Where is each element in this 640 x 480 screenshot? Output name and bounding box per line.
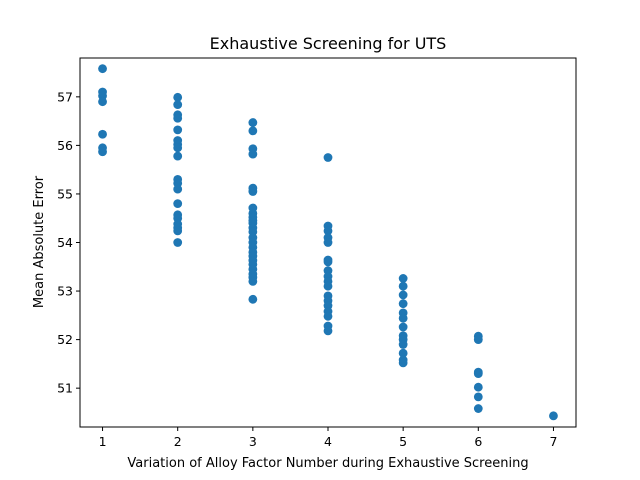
data-point bbox=[248, 276, 258, 286]
data-point bbox=[173, 100, 183, 110]
x-tick-label: 2 bbox=[174, 434, 182, 449]
y-tick-label: 55 bbox=[57, 186, 73, 201]
data-point bbox=[398, 313, 408, 323]
data-point bbox=[323, 153, 333, 162]
data-point bbox=[323, 238, 333, 247]
x-tick-label: 4 bbox=[324, 434, 332, 449]
data-point bbox=[173, 125, 183, 135]
x-axis-label: Variation of Alloy Factor Number during … bbox=[127, 456, 528, 471]
data-point bbox=[173, 226, 183, 236]
data-point bbox=[173, 238, 183, 247]
data-point bbox=[398, 322, 408, 332]
data-point bbox=[473, 404, 483, 413]
data-points bbox=[98, 64, 558, 421]
data-point bbox=[398, 358, 408, 368]
data-point bbox=[248, 149, 258, 159]
data-point bbox=[173, 143, 183, 153]
data-point bbox=[173, 113, 183, 123]
y-axis-label: Mean Absolute Error bbox=[32, 175, 47, 308]
data-point bbox=[398, 348, 408, 358]
data-point bbox=[98, 129, 107, 139]
data-point bbox=[398, 340, 408, 349]
data-point bbox=[173, 92, 183, 102]
data-point bbox=[398, 281, 408, 291]
y-tick-label: 52 bbox=[57, 332, 73, 347]
x-tick-label: 1 bbox=[99, 434, 107, 449]
y-tick-label: 57 bbox=[57, 89, 73, 104]
data-point bbox=[173, 184, 183, 194]
data-point bbox=[248, 118, 258, 127]
chart-title: Exhaustive Screening for UTS bbox=[210, 34, 447, 53]
data-point bbox=[398, 290, 408, 300]
y-tick-label: 51 bbox=[57, 381, 73, 396]
x-tick-label: 3 bbox=[249, 434, 257, 449]
data-point bbox=[473, 382, 483, 392]
data-point bbox=[173, 199, 183, 209]
data-point bbox=[398, 299, 408, 309]
x-axis: 1 2 3 4 5 6 7 bbox=[99, 427, 557, 449]
data-point bbox=[549, 411, 558, 421]
data-point bbox=[248, 126, 258, 136]
data-point bbox=[398, 274, 408, 283]
data-point bbox=[173, 151, 183, 161]
data-point bbox=[323, 281, 333, 291]
data-point bbox=[323, 311, 333, 321]
data-point bbox=[248, 187, 258, 196]
y-tick-label: 53 bbox=[57, 284, 73, 299]
y-axis: 51 52 53 54 55 56 57 bbox=[57, 89, 80, 396]
x-tick-label: 7 bbox=[549, 434, 557, 449]
data-point bbox=[248, 294, 258, 304]
y-tick-label: 54 bbox=[57, 235, 73, 250]
data-point bbox=[473, 369, 483, 378]
x-tick-label: 5 bbox=[399, 434, 407, 449]
data-point bbox=[323, 326, 333, 336]
data-point bbox=[98, 97, 107, 107]
data-point bbox=[98, 147, 107, 157]
y-tick-label: 56 bbox=[57, 138, 73, 153]
data-point bbox=[473, 335, 483, 345]
x-tick-label: 6 bbox=[474, 434, 482, 449]
data-point bbox=[473, 392, 483, 402]
data-point bbox=[323, 257, 333, 267]
data-point bbox=[323, 226, 333, 236]
data-point bbox=[98, 64, 107, 74]
